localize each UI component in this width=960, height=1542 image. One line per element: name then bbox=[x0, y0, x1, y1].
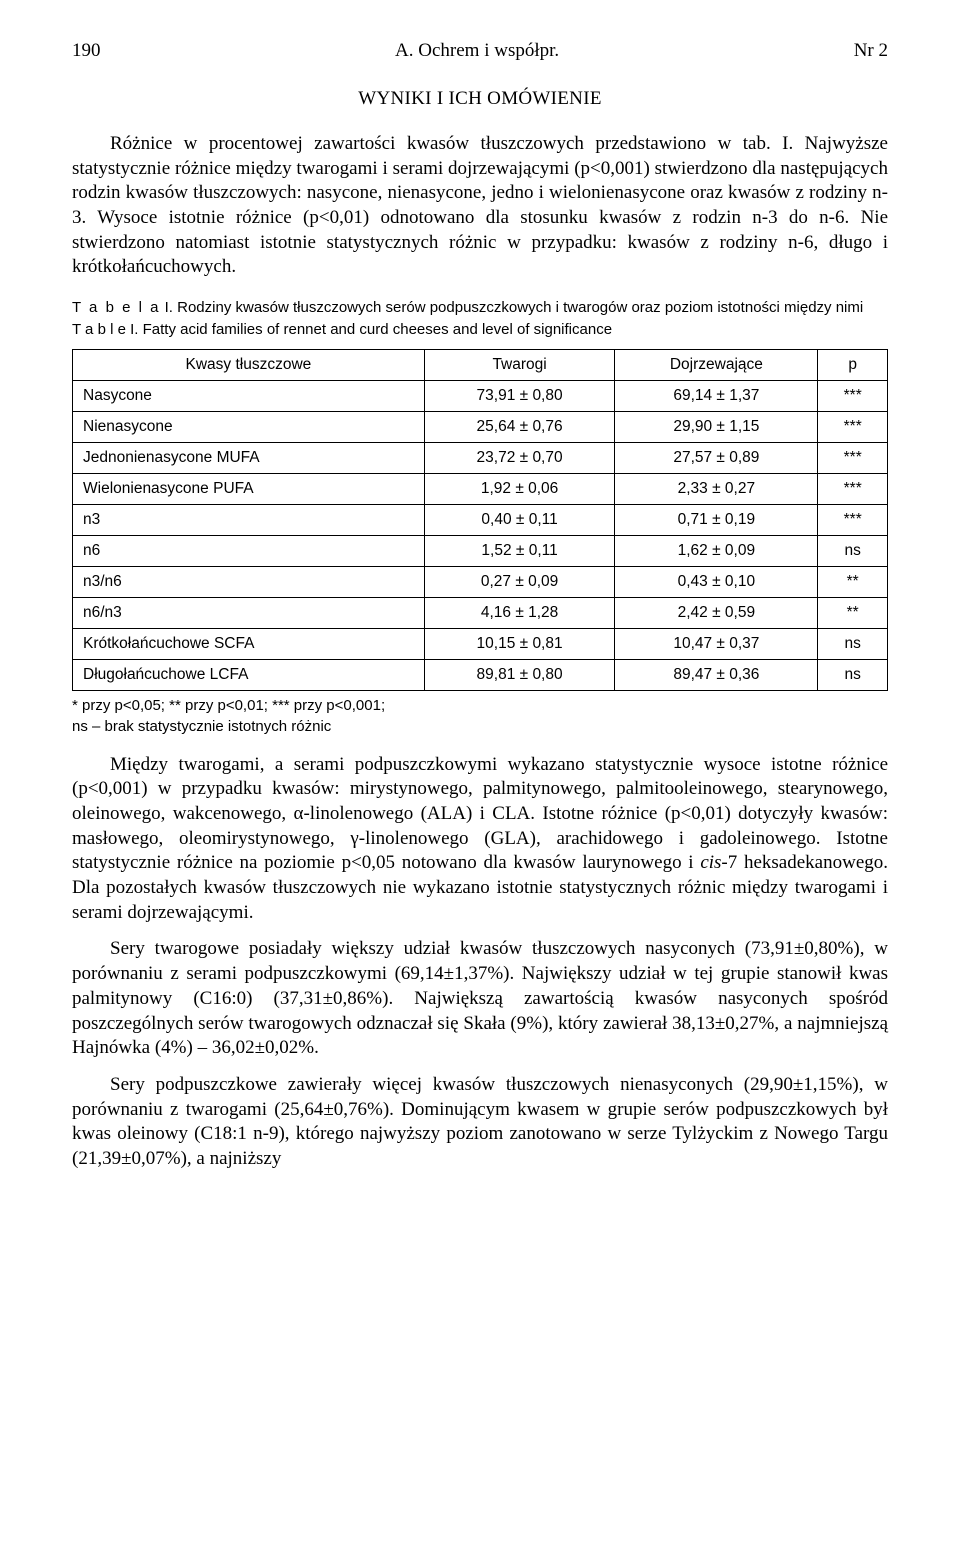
section-title: WYNIKI I ICH OMÓWIENIE bbox=[72, 88, 888, 110]
row-twarogi: 73,91 ± 0,80 bbox=[424, 380, 615, 411]
row-label: Wielonienasycone PUFA bbox=[73, 473, 425, 504]
row-dojrzewajace: 0,71 ± 0,19 bbox=[615, 504, 818, 535]
table-header-row: Kwasy tłuszczowe Twarogi Dojrzewające p bbox=[73, 349, 888, 380]
row-label: Nienasycone bbox=[73, 411, 425, 442]
row-dojrzewajace: 27,57 ± 0,89 bbox=[615, 442, 818, 473]
row-dojrzewajace: 1,62 ± 0,09 bbox=[615, 535, 818, 566]
row-twarogi: 23,72 ± 0,70 bbox=[424, 442, 615, 473]
row-label: Krótkołańcuchowe SCFA bbox=[73, 628, 425, 659]
row-twarogi: 1,52 ± 0,11 bbox=[424, 535, 615, 566]
row-p: *** bbox=[818, 442, 888, 473]
table-row: Krótkołańcuchowe SCFA 10,15 ± 0,81 10,47… bbox=[73, 628, 888, 659]
table-fatty-acids: Kwasy tłuszczowe Twarogi Dojrzewające p … bbox=[72, 349, 888, 691]
caption-text: Rodziny kwasów tłuszczowych serów podpus… bbox=[177, 299, 863, 316]
row-label: n3/n6 bbox=[73, 566, 425, 597]
table-row: Nienasycone 25,64 ± 0,76 29,90 ± 1,15 **… bbox=[73, 411, 888, 442]
col-dojrzewajace: Dojrzewające bbox=[615, 349, 818, 380]
table-row: n6 1,52 ± 0,11 1,62 ± 0,09 ns bbox=[73, 535, 888, 566]
table-body: Nasycone 73,91 ± 0,80 69,14 ± 1,37 *** N… bbox=[73, 380, 888, 690]
table-row: Jednonienasycone MUFA 23,72 ± 0,70 27,57… bbox=[73, 442, 888, 473]
row-dojrzewajace: 69,14 ± 1,37 bbox=[615, 380, 818, 411]
running-head: 190 A. Ochrem i współpr. Nr 2 bbox=[72, 40, 888, 62]
table-row: Nasycone 73,91 ± 0,80 69,14 ± 1,37 *** bbox=[73, 380, 888, 411]
caption-num: I. bbox=[165, 299, 173, 316]
row-dojrzewajace: 2,33 ± 0,27 bbox=[615, 473, 818, 504]
paragraph-3: Sery twarogowe posiadały większy udział … bbox=[72, 937, 888, 1060]
row-p: ** bbox=[818, 566, 888, 597]
table-row: Długołańcuchowe LCFA 89,81 ± 0,80 89,47 … bbox=[73, 659, 888, 690]
running-author: A. Ochrem i współpr. bbox=[395, 40, 559, 62]
table-row: Wielonienasycone PUFA 1,92 ± 0,06 2,33 ±… bbox=[73, 473, 888, 504]
row-twarogi: 0,27 ± 0,09 bbox=[424, 566, 615, 597]
row-twarogi: 0,40 ± 0,11 bbox=[424, 504, 615, 535]
row-dojrzewajace: 2,42 ± 0,59 bbox=[615, 597, 818, 628]
col-p: p bbox=[818, 349, 888, 380]
table-row: n6/n3 4,16 ± 1,28 2,42 ± 0,59 ** bbox=[73, 597, 888, 628]
row-p: ns bbox=[818, 628, 888, 659]
row-p: ns bbox=[818, 659, 888, 690]
col-kwasy: Kwasy tłuszczowe bbox=[73, 349, 425, 380]
paragraph-4: Sery podpuszczkowe zawierały więcej kwas… bbox=[72, 1073, 888, 1172]
row-dojrzewajace: 10,47 ± 0,37 bbox=[615, 628, 818, 659]
caption-prefix: T a b e l a bbox=[72, 299, 160, 316]
table-caption-en: T a b l e I. Fatty acid families of renn… bbox=[72, 320, 888, 340]
paragraph-1: Różnice w procentowej zawartości kwasów … bbox=[72, 132, 888, 280]
table-row: n3/n6 0,27 ± 0,09 0,43 ± 0,10 ** bbox=[73, 566, 888, 597]
row-dojrzewajace: 29,90 ± 1,15 bbox=[615, 411, 818, 442]
row-label: Długołańcuchowe LCFA bbox=[73, 659, 425, 690]
row-p: ns bbox=[818, 535, 888, 566]
row-label: Nasycone bbox=[73, 380, 425, 411]
paragraph-2: Między twarogami, a serami podpuszczkowy… bbox=[72, 753, 888, 926]
row-label: n6 bbox=[73, 535, 425, 566]
row-p: *** bbox=[818, 504, 888, 535]
row-dojrzewajace: 89,47 ± 0,36 bbox=[615, 659, 818, 690]
row-label: n3 bbox=[73, 504, 425, 535]
row-p: *** bbox=[818, 473, 888, 504]
page-number: 190 bbox=[72, 40, 101, 62]
row-label: Jednonienasycone MUFA bbox=[73, 442, 425, 473]
row-twarogi: 4,16 ± 1,28 bbox=[424, 597, 615, 628]
table-footnote-1: * przy p<0,05; ** przy p<0,01; *** przy … bbox=[72, 697, 888, 714]
p2-italic: cis bbox=[700, 852, 721, 873]
caption-en-prefix: T a b l e bbox=[72, 321, 126, 338]
row-twarogi: 89,81 ± 0,80 bbox=[424, 659, 615, 690]
row-twarogi: 1,92 ± 0,06 bbox=[424, 473, 615, 504]
caption-en-text: Fatty acid families of rennet and curd c… bbox=[143, 321, 612, 338]
row-p: *** bbox=[818, 411, 888, 442]
table-footnote-2: ns – brak statystycznie istotnych różnic bbox=[72, 718, 888, 735]
col-twarogi: Twarogi bbox=[424, 349, 615, 380]
row-p: *** bbox=[818, 380, 888, 411]
row-p: ** bbox=[818, 597, 888, 628]
page: 190 A. Ochrem i współpr. Nr 2 WYNIKI I I… bbox=[0, 0, 960, 1224]
row-dojrzewajace: 0,43 ± 0,10 bbox=[615, 566, 818, 597]
row-twarogi: 25,64 ± 0,76 bbox=[424, 411, 615, 442]
table-caption-pl: T a b e l a I. Rodziny kwasów tłuszczowy… bbox=[72, 298, 888, 318]
row-twarogi: 10,15 ± 0,81 bbox=[424, 628, 615, 659]
caption-en-num: I. bbox=[130, 321, 138, 338]
running-issue: Nr 2 bbox=[854, 40, 888, 62]
table-row: n3 0,40 ± 0,11 0,71 ± 0,19 *** bbox=[73, 504, 888, 535]
row-label: n6/n3 bbox=[73, 597, 425, 628]
